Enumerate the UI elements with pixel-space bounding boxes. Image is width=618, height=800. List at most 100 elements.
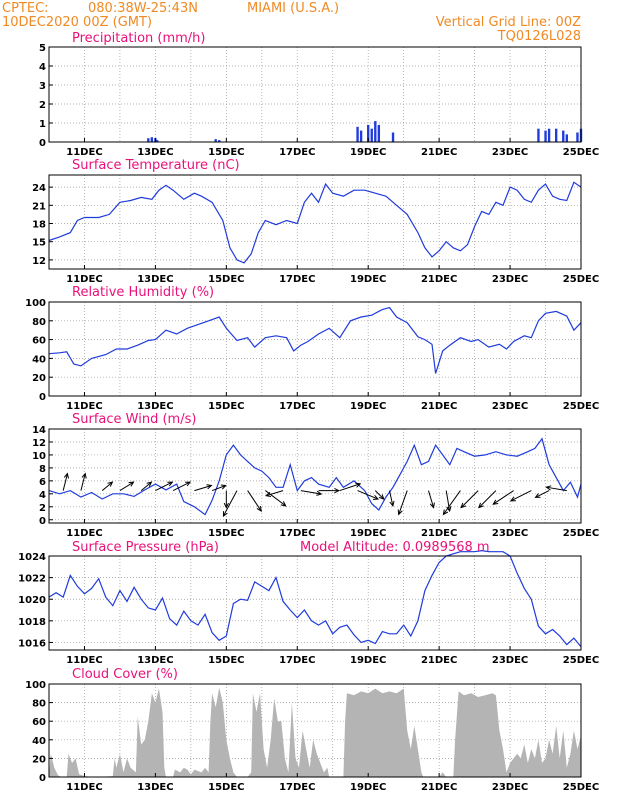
wind-vector: [318, 487, 341, 494]
panel-precip: 0 1 2 3 4 5 11DEC 13DEC 15DEC 17DEC 19DEC 21DEC 23DE…: [39, 31, 599, 158]
y-tick-label: 14: [32, 425, 46, 436]
series-line-humidity: [48, 306, 582, 374]
wind-vector-shaft: [155, 481, 173, 492]
wind-vector-head: [107, 481, 114, 487]
wind-vector-head: [378, 494, 385, 500]
x-tick-label: 13DEC: [137, 655, 173, 666]
precip-bar: [218, 140, 221, 142]
header-city: MIAMI (U.S.A.): [247, 1, 339, 16]
wind-vector-head: [185, 481, 192, 487]
wind-vector: [300, 490, 323, 496]
x-tick-label: 13DEC: [137, 782, 173, 793]
wind-vector: [101, 481, 114, 491]
wind-vector-head: [509, 496, 516, 502]
wind-vector-head: [223, 502, 229, 509]
wind-vector-head: [167, 481, 174, 487]
wind-vector: [222, 490, 238, 518]
y-tick-label: 3: [39, 81, 46, 92]
x-tick-label: 17DEC: [279, 274, 315, 285]
wind-vector: [62, 472, 69, 491]
wind-vector-shaft: [443, 490, 461, 515]
x-tick-label: 21DEC: [421, 782, 457, 793]
wind-vector: [388, 490, 395, 508]
x-tick-label: 19DEC: [350, 147, 386, 158]
panel-humidity: 0 20 40 60 80 100 11DEC 13DEC 15DEC 17DEC 19DEC 21D…: [25, 285, 599, 412]
panel-temp: 12 15 18 21 24 11DEC 13DEC 15DEC 17DEC 19DEC 21DEC…: [32, 158, 599, 285]
wind-vector: [172, 481, 192, 492]
header-grid-note: Vertical Grid Line: 00Z: [436, 15, 581, 30]
wind-vector-head: [334, 487, 341, 494]
wind-vector-head: [534, 493, 541, 498]
wind-vector: [339, 482, 362, 492]
y-tick-label: 15: [32, 238, 46, 249]
y-tick-label: 1018: [18, 617, 46, 628]
precip-bar: [147, 138, 150, 142]
wind-vector-shaft: [101, 481, 113, 491]
wind-vector-head: [280, 501, 287, 507]
wind-vector: [265, 490, 284, 497]
x-tick-label: 11DEC: [66, 528, 102, 539]
wind-vector-head: [478, 502, 484, 509]
x-tick-label: 11DEC: [66, 147, 102, 158]
wind-vector-shaft: [300, 490, 322, 495]
y-tick-label: 1020: [18, 595, 46, 606]
panel-title: Cloud Cover (%): [72, 667, 178, 682]
y-tick-label: 12: [32, 438, 46, 449]
wind-vector-shaft: [357, 490, 379, 500]
x-tick-label: 21DEC: [421, 147, 457, 158]
panel-title: Surface Temperature (nC): [72, 158, 240, 173]
precip-bar: [155, 140, 159, 142]
precip-bar: [367, 124, 370, 142]
x-tick-label: 17DEC: [279, 147, 315, 158]
precip-bar: [391, 132, 395, 142]
panel-annotation: Model Altitude: 0.0989568 m: [300, 540, 490, 555]
panel-wind: 0 2 4 6 8 10 12 14 11DEC 13DEC 15DEC 17DEC 19DEC 21DE…: [32, 412, 599, 539]
wind-vector: [80, 472, 87, 491]
header-source: CPTEC:: [2, 1, 49, 16]
wind-vector-head: [389, 500, 395, 508]
x-tick-label: 23DEC: [492, 147, 528, 158]
precip-bar: [537, 128, 540, 142]
series-line-wind: [48, 437, 582, 516]
wind-vector-shaft: [62, 473, 68, 491]
wind-vector: [211, 484, 227, 492]
x-tick-label: 23DEC: [492, 782, 528, 793]
x-tick-label: 25DEC: [563, 655, 599, 666]
wind-vector-head: [492, 499, 499, 505]
precip-bar: [370, 128, 373, 142]
wind-vector-shaft: [492, 490, 514, 505]
wind-vector-shaft: [265, 490, 284, 497]
precip-bar: [150, 137, 154, 142]
y-tick-label: 100: [25, 680, 46, 691]
wind-vector-shaft: [374, 490, 385, 500]
y-tick-label: 21: [32, 201, 46, 212]
wind-vector-shaft: [222, 490, 238, 517]
wind-vector-head: [316, 490, 323, 496]
x-tick-label: 15DEC: [208, 782, 244, 793]
precip-bar: [565, 134, 568, 142]
wind-vector: [119, 481, 135, 492]
wind-vector: [442, 490, 461, 516]
wind-vector-shaft: [428, 490, 435, 508]
precip-bar: [359, 130, 363, 142]
y-tick-label: 40: [32, 736, 46, 747]
y-tick-label: 2: [39, 100, 46, 111]
x-tick-label: 23DEC: [492, 528, 528, 539]
panel-frame: [48, 428, 582, 524]
header-run-code: TQ0126L028: [497, 29, 581, 44]
precip-bar: [356, 126, 359, 142]
precip-bar: [374, 121, 377, 142]
wind-vector-shaft: [510, 490, 532, 502]
x-tick-label: 11DEC: [66, 274, 102, 285]
series-line-pressure: [48, 549, 582, 648]
y-tick-label: 80: [32, 317, 46, 328]
series-line-temp: [48, 181, 582, 264]
x-tick-label: 21DEC: [421, 401, 457, 412]
wind-vector-head: [355, 482, 362, 488]
wind-vector: [509, 490, 532, 502]
x-tick-label: 17DEC: [279, 655, 315, 666]
x-tick-label: 13DEC: [137, 274, 173, 285]
x-tick-label: 25DEC: [563, 528, 599, 539]
panel-frame: [48, 683, 582, 778]
